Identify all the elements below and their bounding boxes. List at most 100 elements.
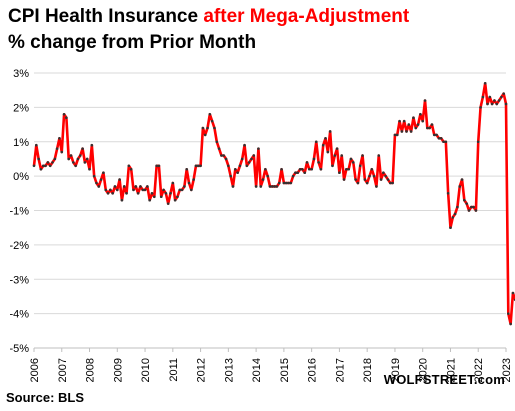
data-point xyxy=(423,99,427,102)
data-point xyxy=(247,161,251,164)
source-label: Source: BLS xyxy=(6,390,85,405)
data-point xyxy=(213,126,216,130)
data-point xyxy=(222,154,226,157)
data-point xyxy=(414,126,418,130)
x-tick-label: 2019 xyxy=(390,358,402,382)
data-point xyxy=(377,154,381,157)
data-point xyxy=(155,164,158,168)
data-point xyxy=(273,185,276,188)
data-point xyxy=(229,174,232,178)
data-point xyxy=(104,188,108,192)
data-point xyxy=(111,192,114,195)
data-point xyxy=(365,181,369,185)
data-point xyxy=(319,167,323,171)
data-point xyxy=(210,119,214,123)
data-point xyxy=(178,188,182,192)
data-point xyxy=(412,116,415,119)
data-point xyxy=(109,188,112,192)
data-point xyxy=(356,181,360,185)
data-point xyxy=(159,195,163,199)
data-point xyxy=(426,126,429,130)
x-tick-label: 2006 xyxy=(29,358,41,382)
data-point xyxy=(102,171,105,174)
data-point xyxy=(134,185,138,188)
data-point xyxy=(370,167,374,171)
data-point xyxy=(467,209,471,212)
data-point xyxy=(53,157,57,161)
data-point xyxy=(187,181,191,185)
data-point xyxy=(342,178,346,181)
data-point xyxy=(439,137,443,140)
data-point xyxy=(347,167,350,171)
chart-title-prefix: CPI Health Insurance xyxy=(8,6,204,27)
data-point xyxy=(416,123,420,126)
data-point xyxy=(74,164,77,168)
data-point xyxy=(280,167,283,171)
data-point xyxy=(180,188,184,192)
data-point xyxy=(296,171,300,174)
y-tick-label: 3% xyxy=(13,68,29,80)
data-point xyxy=(183,185,186,188)
data-point xyxy=(51,161,54,164)
data-point xyxy=(146,185,149,188)
data-point xyxy=(62,112,66,116)
data-point xyxy=(358,164,362,168)
data-point xyxy=(141,188,145,192)
data-point xyxy=(460,178,464,181)
data-point xyxy=(113,185,117,188)
data-point xyxy=(490,102,494,106)
x-tick-label: 2008 xyxy=(85,358,97,382)
data-point xyxy=(351,161,355,164)
data-point xyxy=(303,171,307,174)
data-point xyxy=(291,174,295,178)
data-point xyxy=(139,185,142,188)
data-point xyxy=(449,226,452,229)
data-point xyxy=(338,171,341,174)
data-point xyxy=(287,181,290,185)
data-point xyxy=(252,154,256,157)
data-point xyxy=(46,161,50,164)
data-point xyxy=(340,154,344,157)
data-point xyxy=(92,174,96,178)
data-point xyxy=(78,154,82,157)
data-point xyxy=(220,154,223,157)
data-point xyxy=(361,154,364,157)
data-point xyxy=(497,99,501,102)
data-point xyxy=(363,178,367,181)
data-point xyxy=(129,167,133,171)
x-tick-label: 2013 xyxy=(223,358,235,382)
data-point xyxy=(245,164,249,168)
data-point xyxy=(118,178,121,181)
y-tick-label: 2% xyxy=(13,102,29,114)
data-point xyxy=(331,164,334,168)
data-point xyxy=(421,119,425,123)
data-point xyxy=(271,185,274,188)
data-point xyxy=(312,157,316,161)
data-point xyxy=(444,140,448,144)
data-point xyxy=(391,181,394,185)
data-point xyxy=(162,188,165,192)
x-tick-label: 2018 xyxy=(362,358,374,382)
data-point xyxy=(301,167,304,171)
x-tick-label: 2015 xyxy=(279,358,291,382)
data-point xyxy=(335,147,339,150)
data-point xyxy=(125,192,128,195)
data-point xyxy=(206,126,209,130)
data-point xyxy=(456,205,459,209)
data-point xyxy=(432,133,436,137)
data-point xyxy=(194,164,198,168)
data-point xyxy=(173,198,177,202)
data-point xyxy=(227,164,230,168)
data-point xyxy=(472,205,475,209)
data-point xyxy=(430,123,434,126)
data-point xyxy=(85,157,89,161)
data-point xyxy=(458,185,462,188)
data-point xyxy=(203,133,207,137)
data-point xyxy=(37,157,40,161)
data-point xyxy=(500,95,503,99)
data-point xyxy=(132,188,135,192)
data-point xyxy=(493,99,496,102)
x-tick-label: 2020 xyxy=(418,358,430,382)
data-point xyxy=(259,185,263,188)
data-point xyxy=(294,171,297,174)
